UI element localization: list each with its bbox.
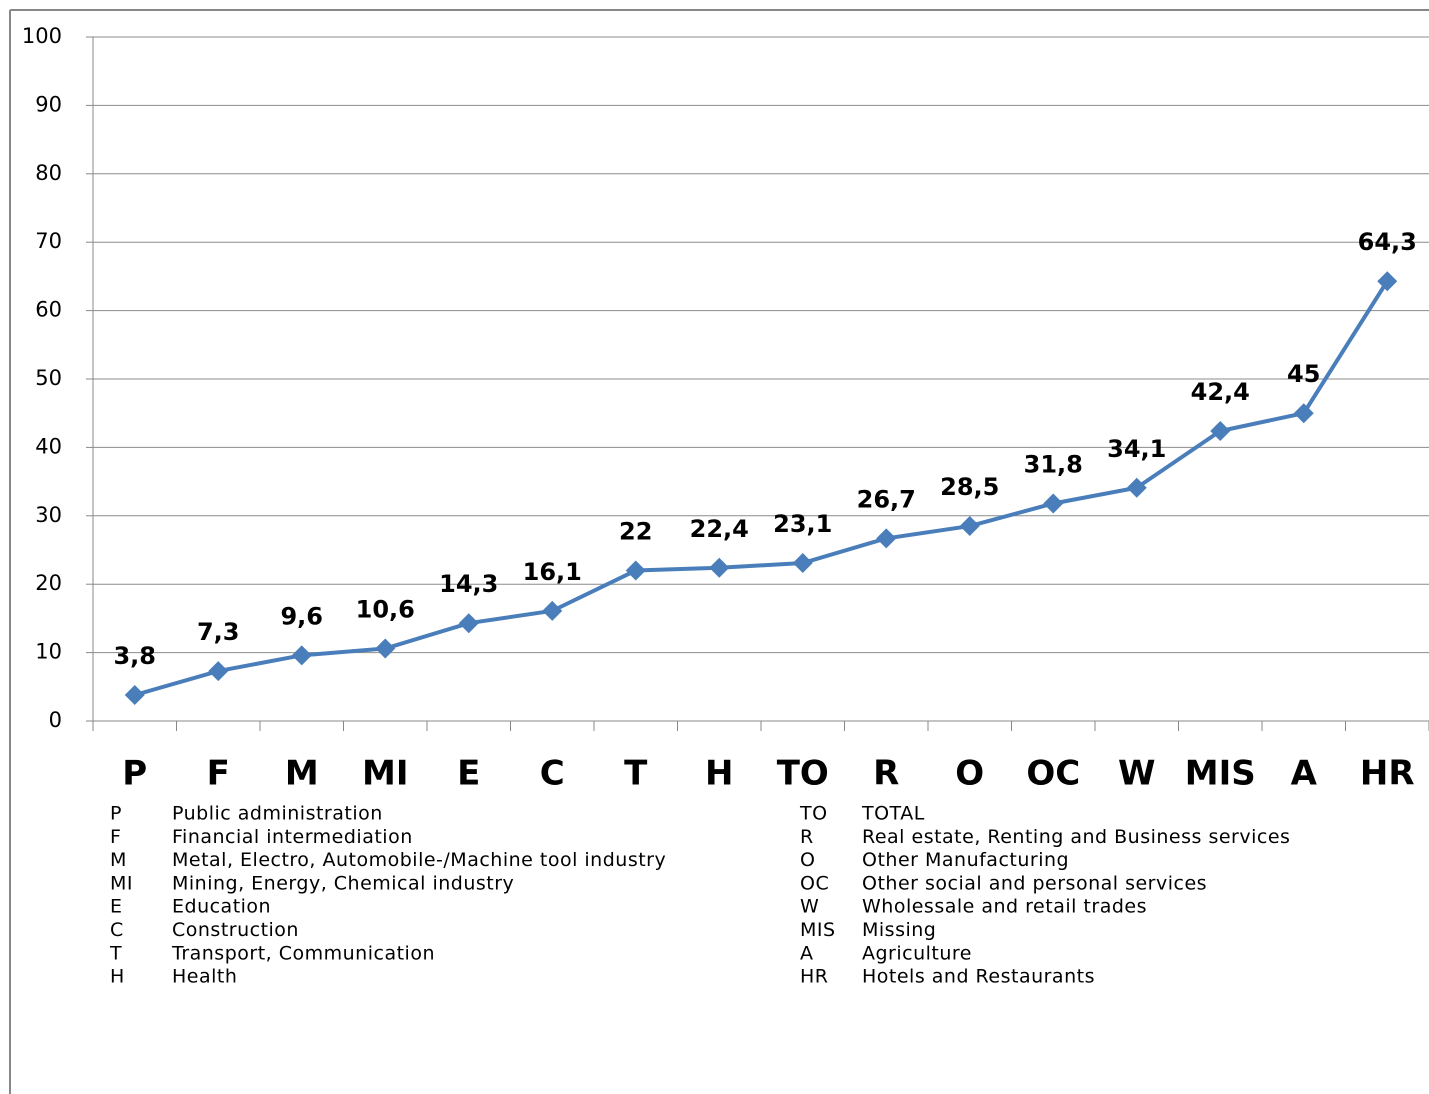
legend-code: O <box>800 849 815 871</box>
x-tick-label: H <box>705 754 733 794</box>
marker <box>542 600 563 621</box>
data-label: 22,4 <box>690 515 749 543</box>
legend-name: Agriculture <box>862 942 972 964</box>
data-label: 26,7 <box>857 485 916 513</box>
legend-name: Missing <box>862 919 936 941</box>
x-tick-label: OC <box>1026 754 1080 794</box>
data-label: 16,1 <box>523 558 582 586</box>
legend-code: MI <box>110 872 133 894</box>
marker <box>709 557 730 578</box>
marker <box>876 528 897 549</box>
legend-name: Health <box>172 966 237 988</box>
legend-name: Construction <box>172 919 299 941</box>
legend-name: Other Manufacturing <box>862 849 1069 871</box>
legend-code: HR <box>800 966 829 988</box>
x-tick-label: O <box>955 754 984 794</box>
legend-name: TOTAL <box>861 803 925 825</box>
x-tick-label: W <box>1118 754 1156 794</box>
data-label: 34,1 <box>1107 435 1166 463</box>
data-label: 64,3 <box>1358 228 1417 256</box>
y-tick-label: 20 <box>35 571 62 595</box>
legend-code: TO <box>799 803 828 825</box>
x-tick-label: TO <box>777 754 829 794</box>
marker <box>1126 477 1147 498</box>
marker <box>208 661 229 682</box>
x-tick-label: E <box>457 754 480 794</box>
marker <box>458 613 479 634</box>
x-tick-label: HR <box>1360 754 1415 794</box>
legend-name: Public administration <box>172 803 383 825</box>
legend-name: Education <box>172 896 271 918</box>
marker <box>792 552 813 573</box>
data-label: 31,8 <box>1024 450 1083 478</box>
legend-code: R <box>800 826 814 848</box>
x-tick-label: C <box>540 754 565 794</box>
data-label: 7,3 <box>197 618 240 646</box>
x-tick-label: T <box>624 754 648 794</box>
y-tick-label: 90 <box>35 92 62 116</box>
y-tick-label: 30 <box>35 503 62 527</box>
legend-code: C <box>110 919 124 941</box>
y-tick-label: 100 <box>22 24 62 48</box>
x-tick-label: F <box>207 754 230 794</box>
y-tick-label: 10 <box>35 640 62 664</box>
y-tick-label: 60 <box>35 298 62 322</box>
legend-code: T <box>109 942 122 964</box>
data-label: 9,6 <box>280 602 323 630</box>
data-label: 23,1 <box>773 510 832 538</box>
legend-code: E <box>110 896 123 918</box>
legend-name: Hotels and Restaurants <box>862 966 1095 988</box>
data-label: 22 <box>619 518 652 546</box>
x-tick-label: MI <box>362 754 408 794</box>
marker <box>291 645 312 666</box>
marker <box>375 638 396 659</box>
data-label: 14,3 <box>439 570 498 598</box>
series-line <box>134 280 1389 697</box>
data-label: 10,6 <box>356 595 415 623</box>
legend-name: Mining, Energy, Chemical industry <box>172 872 514 894</box>
legend-code: H <box>110 966 125 988</box>
marker <box>625 560 646 581</box>
legend-code: A <box>800 942 814 964</box>
data-label: 42,4 <box>1191 378 1250 406</box>
data-label: 3,8 <box>113 642 156 670</box>
x-tick-label: P <box>122 754 147 794</box>
x-tick-label: MIS <box>1185 754 1256 794</box>
y-tick-label: 40 <box>35 434 62 458</box>
y-tick-label: 50 <box>35 366 62 390</box>
legend-name: Transport, Communication <box>171 942 435 964</box>
marker <box>1043 493 1064 514</box>
legend-name: Financial intermediation <box>172 826 413 848</box>
marker <box>959 516 980 537</box>
legend-name: Other social and personal services <box>862 872 1207 894</box>
x-tick-label: R <box>873 754 899 794</box>
legend-code: F <box>110 826 121 848</box>
marker <box>124 685 145 706</box>
y-tick-label: 0 <box>49 708 62 732</box>
y-tick-label: 80 <box>35 161 62 185</box>
y-tick-label: 70 <box>35 229 62 253</box>
marker <box>1210 420 1231 441</box>
x-tick-label: A <box>1291 754 1318 794</box>
data-label: 28,5 <box>940 473 999 501</box>
legend-code: M <box>110 849 127 871</box>
legend-code: OC <box>800 872 829 894</box>
marker <box>1293 403 1314 424</box>
legend-name: Metal, Electro, Automobile-/Machine tool… <box>172 849 666 871</box>
marker <box>1377 271 1398 292</box>
data-label: 45 <box>1287 360 1320 388</box>
legend-code: P <box>110 803 122 825</box>
legend-name: Wholessale and retail trades <box>862 896 1147 918</box>
legend-code: MIS <box>800 919 836 941</box>
legend-name: Real estate, Renting and Business servic… <box>862 826 1290 848</box>
legend-code: W <box>800 896 819 918</box>
x-tick-label: M <box>285 754 319 794</box>
